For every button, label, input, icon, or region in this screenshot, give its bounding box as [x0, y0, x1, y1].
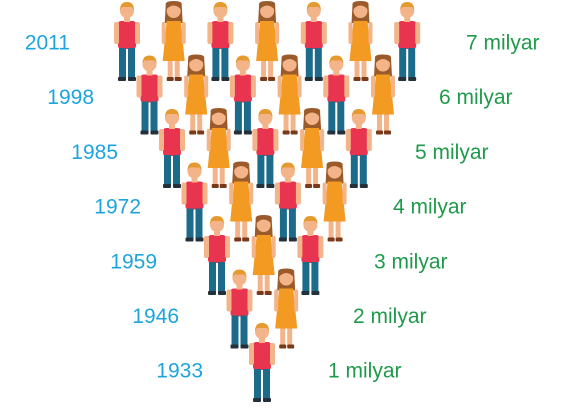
- year: 1946: [132, 305, 179, 328]
- woman-icon: [184, 55, 208, 135]
- man-icon: [182, 163, 208, 242]
- year: 1933: [156, 360, 203, 383]
- population-label: 1 milyar: [328, 360, 402, 383]
- man-icon: [249, 323, 275, 402]
- year: 1985: [71, 141, 118, 164]
- year: 2011: [25, 32, 70, 55]
- infographic: 2011 7 milyar 1998 6 milyar 1985 5 milyar 1972…: [0, 0, 562, 409]
- man-icon: [394, 2, 420, 81]
- woman-icon: [162, 1, 186, 81]
- man-icon: [230, 56, 256, 135]
- woman-icon: [371, 55, 395, 135]
- woman-icon: [323, 162, 347, 242]
- population-label: 2 milyar: [353, 305, 427, 328]
- man-icon: [252, 109, 278, 188]
- woman-icon: [252, 215, 276, 295]
- man-icon: [275, 163, 301, 242]
- population-label: 5 milyar: [415, 141, 489, 164]
- man-icon: [207, 2, 233, 81]
- woman-icon: [278, 55, 302, 135]
- population-label: 7 milyar: [466, 32, 540, 55]
- population-label: 3 milyar: [374, 250, 448, 273]
- woman-icon: [274, 269, 298, 349]
- man-icon: [297, 216, 323, 295]
- man-icon: [137, 56, 163, 135]
- man-icon: [346, 109, 372, 188]
- man-icon: [323, 56, 349, 135]
- man-icon: [227, 270, 253, 349]
- woman-icon: [349, 1, 373, 81]
- man-icon: [204, 216, 230, 295]
- year: 1998: [47, 86, 94, 109]
- woman-icon: [255, 1, 279, 81]
- population-label: 6 milyar: [439, 86, 513, 109]
- man-icon: [114, 2, 140, 81]
- year: 1972: [94, 196, 141, 219]
- woman-icon: [229, 162, 253, 242]
- man-icon: [301, 2, 327, 81]
- year: 1959: [110, 250, 157, 273]
- woman-icon: [300, 108, 324, 188]
- man-icon: [159, 109, 185, 188]
- population-label: 4 milyar: [393, 196, 467, 219]
- woman-icon: [207, 108, 231, 188]
